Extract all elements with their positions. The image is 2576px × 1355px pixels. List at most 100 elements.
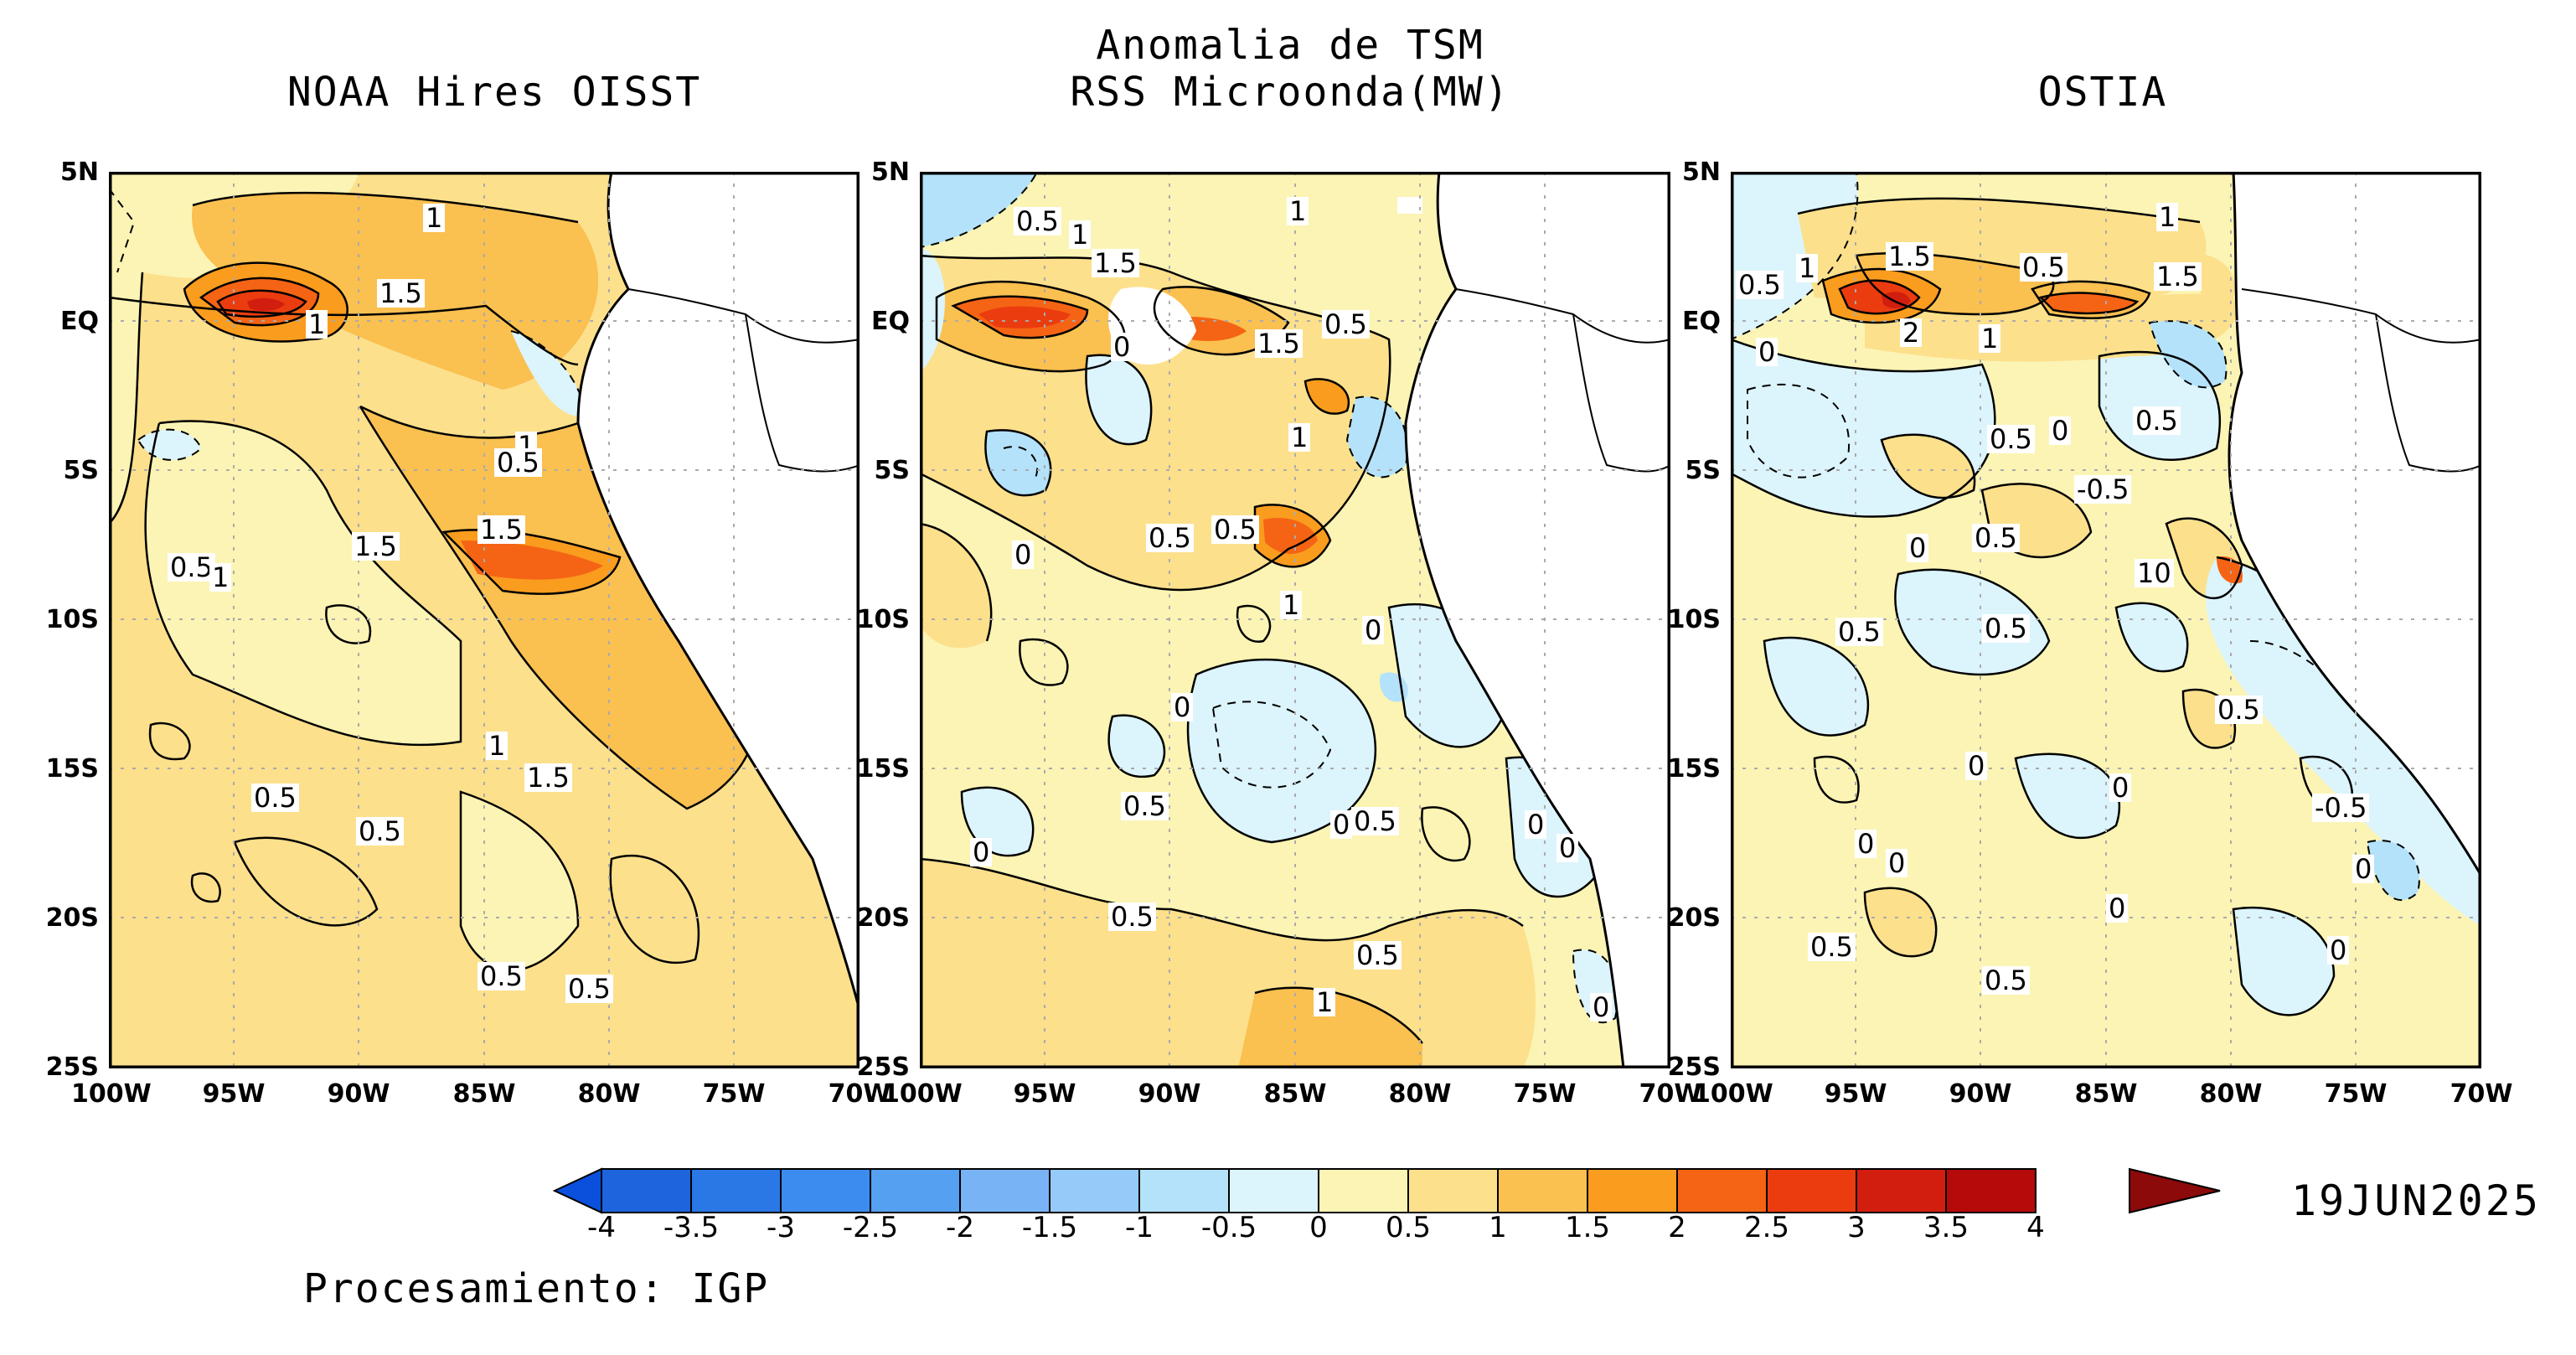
contour-label: 0 — [1907, 534, 1929, 562]
contour-label: 0.5 — [1351, 807, 1399, 835]
colorbar-cell — [690, 1168, 782, 1213]
contour-label: 0.5 — [494, 448, 542, 477]
contour-label: 0 — [1171, 693, 1194, 721]
contour-label: 0 — [1330, 810, 1353, 839]
colorbar-cell — [1945, 1168, 2037, 1213]
contour-label: 1.5 — [1886, 242, 1933, 271]
colorbar-tick: -4 — [587, 1211, 616, 1244]
contour-label: 0.5 — [565, 975, 613, 1003]
lon-label: 90W — [1949, 1079, 2012, 1109]
lat-label: 15S — [856, 754, 910, 784]
contour-label: 1 — [1979, 324, 2001, 353]
contour-label: 0 — [2352, 855, 2375, 883]
contour-label: -0.5 — [2074, 475, 2132, 504]
lat-label: 5S — [1685, 456, 1721, 485]
lat-label: 20S — [1667, 903, 1721, 933]
contour-label: 0 — [2109, 773, 2132, 802]
lon-label: 100W — [1693, 1079, 1773, 1109]
lon-label: 100W — [882, 1079, 963, 1109]
lat-label: 10S — [1667, 605, 1721, 634]
contour-label: 0.5 — [2133, 406, 2181, 435]
lon-label: 80W — [1388, 1079, 1452, 1109]
lon-label: 90W — [1138, 1079, 1201, 1109]
contour-label: 1 — [306, 310, 328, 339]
contour-label: 0 — [1965, 752, 1988, 780]
colorbar-tick: 3.5 — [1923, 1211, 1969, 1244]
contour-label: 1.5 — [377, 279, 425, 308]
colorbar-tick: 4 — [2026, 1211, 2045, 1244]
lon-label: 70W — [2450, 1079, 2513, 1109]
colorbar-tick: -1 — [1125, 1211, 1154, 1244]
contour-label: 0 — [1556, 834, 1579, 862]
colorbar-high-arrow — [2129, 1167, 2221, 1214]
colorbar-cell — [1407, 1168, 1499, 1213]
colorbar-tick: 0 — [1309, 1211, 1328, 1244]
colorbar-cell — [1676, 1168, 1768, 1213]
colorbar-cell — [1049, 1168, 1140, 1213]
lon-label: 75W — [1513, 1079, 1577, 1109]
contour-label: 1 — [1069, 220, 1092, 249]
oisst-map — [109, 172, 860, 1068]
contour-label: 1.5 — [1092, 249, 1139, 277]
lon-label: 70W — [828, 1079, 891, 1109]
contour-label: 0 — [1012, 540, 1035, 569]
contour-label: 1 — [1314, 988, 1336, 1016]
lat-label: 15S — [1667, 754, 1721, 784]
colorbar-tick: -1.5 — [1021, 1211, 1078, 1244]
center-title-line1: Anomalia de TSM — [1096, 22, 1484, 69]
contour-label: -0.5 — [2312, 794, 2370, 822]
lon-label: 85W — [452, 1079, 516, 1109]
contour-label: 1.5 — [2154, 262, 2202, 291]
contour-label: 0.5 — [1736, 271, 1784, 299]
colorbar-tick: 0.5 — [1385, 1211, 1432, 1244]
lon-label: 100W — [71, 1079, 152, 1109]
contour-label: 0.5 — [2020, 253, 2068, 282]
lat-label: 5N — [871, 158, 910, 187]
lat-label: 5S — [874, 456, 910, 485]
lat-label: 15S — [45, 754, 99, 784]
contour-label: 0.5 — [1987, 425, 2035, 453]
colorbar-cell — [1856, 1168, 1947, 1213]
contour-label: 0.5 — [251, 784, 299, 812]
lon-label: 75W — [702, 1079, 766, 1109]
lon-label: 95W — [202, 1079, 266, 1109]
contour-label: 1 — [2156, 203, 2179, 231]
lon-label: 75W — [2324, 1079, 2388, 1109]
contour-label: 0 — [1756, 338, 1778, 366]
contour-label: 0.5 — [1108, 902, 1156, 931]
processing-credit: Procesamiento: IGP — [303, 1265, 770, 1312]
lat-label: 25S — [1667, 1052, 1721, 1082]
lat-label: 25S — [856, 1052, 910, 1082]
contour-label: 0.5 — [1354, 941, 1402, 970]
colorbar-tick: -3.5 — [663, 1211, 720, 1244]
contour-label: 0.5 — [1982, 966, 2030, 995]
contour-label: 0.5 — [1972, 524, 2020, 552]
colorbar-cell — [780, 1168, 871, 1213]
map-panel-rss-mw: 0.5 1 1.5 0 1.5 0.5 1 1 0.5 0.5 0 1 0 0 … — [920, 172, 1670, 1068]
colorbar-tick: 2.5 — [1743, 1211, 1790, 1244]
lon-label: 95W — [1013, 1079, 1076, 1109]
colorbar-tick: -0.5 — [1200, 1211, 1257, 1244]
contour-label: 1 — [1287, 197, 1309, 225]
contour-label: 0.5 — [1121, 792, 1169, 820]
lat-label: 10S — [856, 605, 910, 634]
colorbar-tick: -2 — [946, 1211, 974, 1244]
left-title: NOAA Hires OISST — [287, 69, 702, 116]
contour-label: 2 — [1900, 318, 1923, 347]
contour-label: 0.5 — [1808, 933, 1856, 961]
ostia-map — [1731, 172, 2481, 1068]
contour-label: 0.5 — [168, 553, 215, 582]
colorbar-low-arrow — [552, 1167, 602, 1214]
lat-label: 5N — [1682, 158, 1721, 187]
colorbar-cell — [601, 1168, 692, 1213]
colorbar-cell — [1766, 1168, 1857, 1213]
contour-label: 1.5 — [478, 515, 525, 544]
colorbar-tick: 3 — [1847, 1211, 1866, 1244]
contour-label: 0.5 — [1146, 524, 1194, 552]
colorbar — [552, 1167, 2221, 1214]
map-panel-ostia: 0.5 1 1.5 0.5 1 1.5 0 2 1 0.5 0 0.5 -0.5… — [1731, 172, 2481, 1068]
map-panel-oisst: 1 1.5 1 1 0.5 0.5 1 1.5 1.5 1 1.5 0.5 0.… — [109, 172, 860, 1068]
lat-label: 25S — [45, 1052, 99, 1082]
contour-label: 1 — [1796, 254, 1819, 282]
lat-label: 20S — [45, 903, 99, 933]
